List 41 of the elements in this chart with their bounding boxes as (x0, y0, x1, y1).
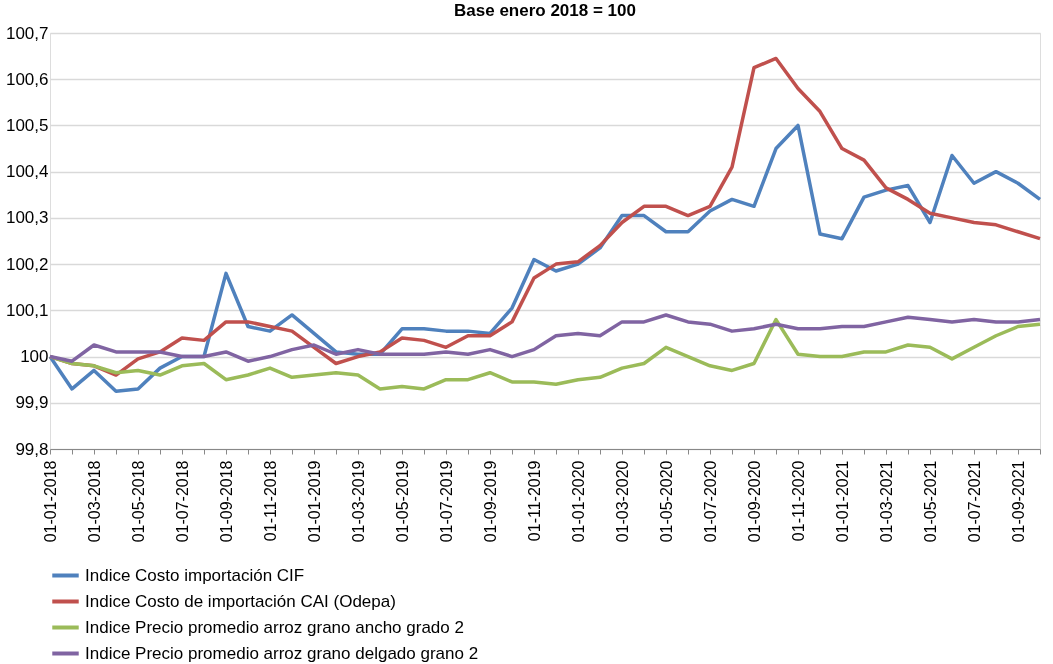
y-tick-label: 100,5 (5, 115, 49, 135)
x-tick-label: 01-07-2020 (701, 460, 719, 543)
x-tick-label: 01-07-2021 (965, 460, 983, 543)
x-tick-label: 01-03-2020 (613, 460, 631, 543)
chart-title: Base enero 2018 = 100 (454, 1, 636, 20)
y-tick-label: 100,3 (5, 208, 49, 228)
x-tick-label: 01-11-2020 (789, 460, 807, 542)
legend-label: Indice Precio promedio arroz grano ancho grado 2 (85, 617, 464, 637)
y-tick-label: 100,6 (5, 69, 49, 89)
y-tick-label: 100,7 (5, 23, 49, 43)
y-tick-label: 100,2 (5, 254, 49, 274)
x-tick-label: 01-03-2018 (85, 460, 103, 543)
line-series (48, 313, 1042, 363)
x-tick-label: 01-05-2018 (129, 460, 147, 543)
y-tick-label: 100 (20, 347, 49, 367)
x-tick-label: 01-11-2019 (525, 460, 543, 542)
x-tick-label: 01-01-2018 (41, 460, 59, 543)
x-tick-label: 01-05-2019 (393, 460, 411, 543)
x-tick-label: 01-05-2021 (921, 460, 939, 543)
x-tick-label: 01-01-2019 (305, 460, 323, 543)
x-tick-label: 01-05-2020 (657, 460, 675, 543)
x-tick-label: 01-01-2020 (569, 460, 587, 543)
line-series (48, 123, 1042, 393)
legend-label: Indice Costo importación CIF (85, 565, 305, 585)
line-series (48, 317, 1042, 391)
y-tick-label: 99,9 (15, 393, 49, 413)
y-tick-label: 100,4 (5, 162, 49, 182)
x-tick-label: 01-03-2021 (877, 460, 895, 543)
x-tick-label: 01-07-2019 (437, 460, 455, 543)
x-tick-label: 01-09-2020 (745, 460, 763, 543)
x-tick-label: 01-09-2019 (481, 460, 499, 543)
x-tick-label: 01-03-2019 (349, 460, 367, 543)
y-tick-label: 100,1 (5, 300, 49, 320)
x-tick-label: 01-07-2018 (173, 460, 191, 543)
x-tick-label: 01-01-2021 (833, 460, 851, 543)
x-tick-label: 01-09-2021 (1009, 460, 1027, 543)
legend-label: Indice Costo de importación CAI (Odepa) (85, 591, 396, 611)
x-tick-label: 01-09-2018 (217, 460, 235, 543)
y-tick-label: 99,8 (15, 439, 49, 459)
x-tick-label: 01-11-2018 (261, 460, 279, 542)
legend-label: Indice Precio promedio arroz grano delgado grano 2 (85, 643, 479, 663)
